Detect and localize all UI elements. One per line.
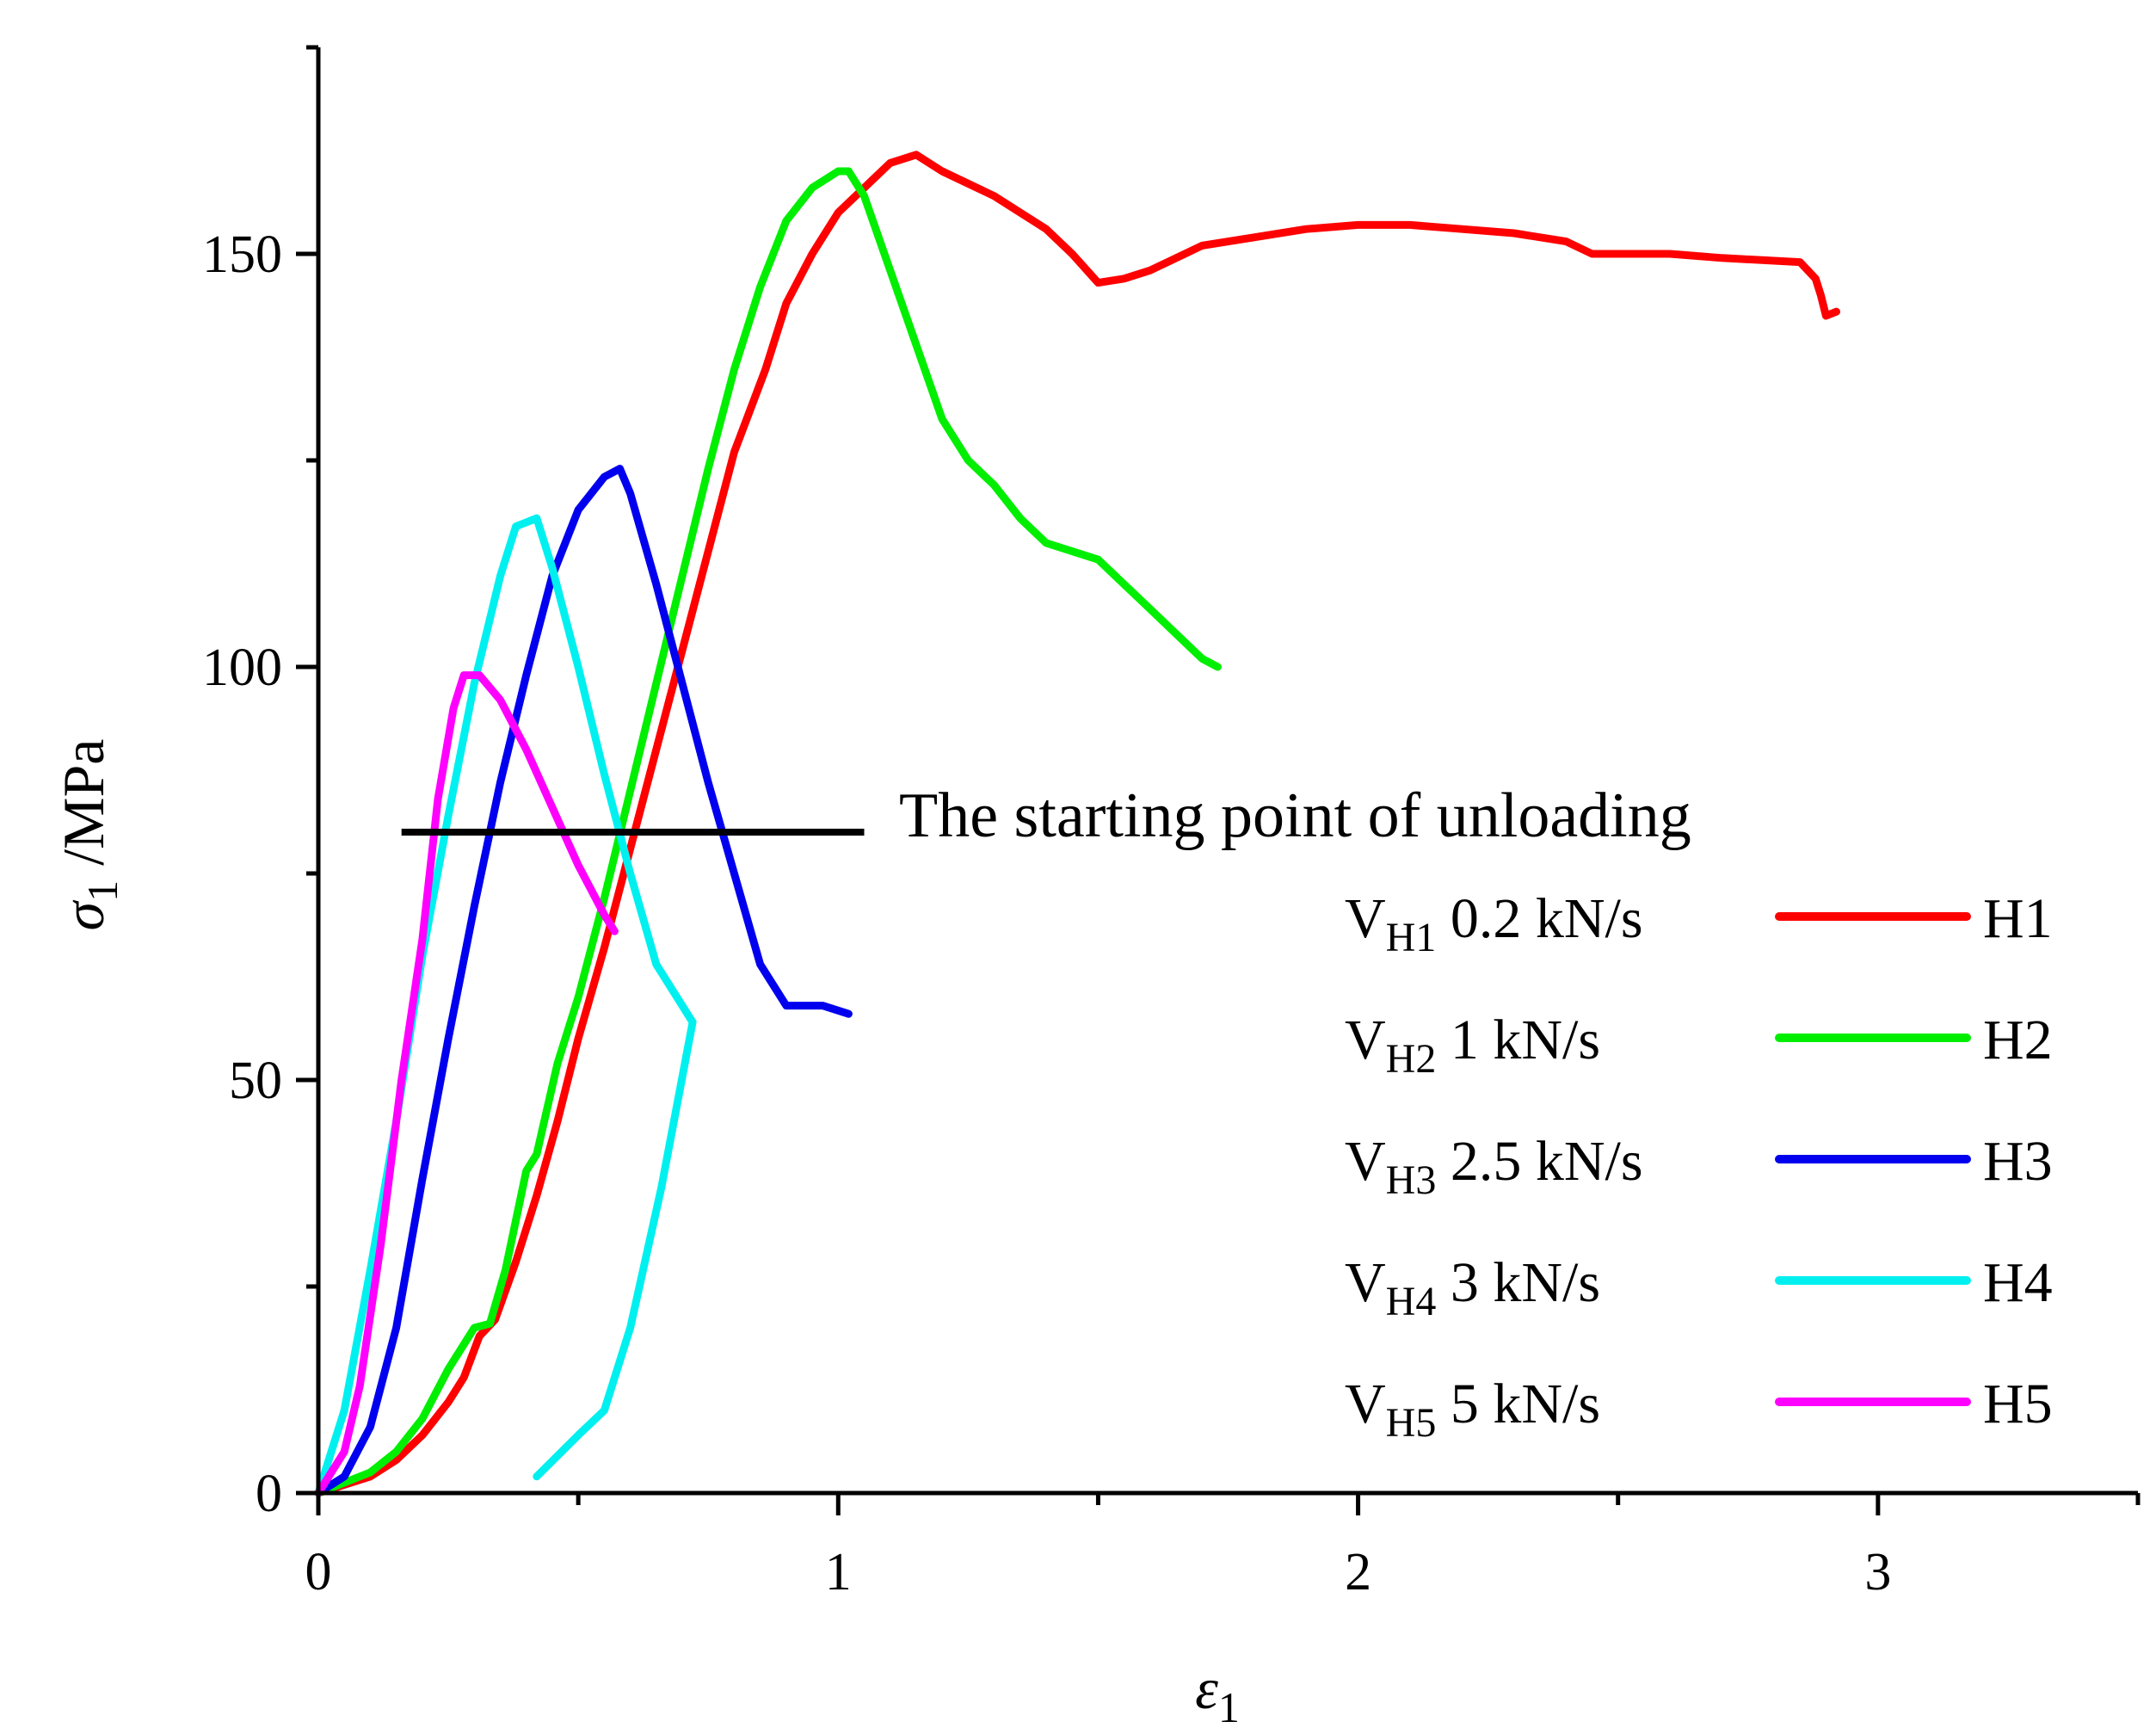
y-axis: 0 50 100 150 xyxy=(202,45,321,1523)
x-tick-label: 3 xyxy=(1864,1543,1891,1601)
y-tick-label: 50 xyxy=(229,1052,282,1110)
y-tick-label: 150 xyxy=(202,225,282,284)
x-axis-title: ε1 xyxy=(1195,1656,1240,1731)
legend-label-h2: VH2 1 kN/s xyxy=(1345,1009,1600,1082)
series-line-h2 xyxy=(314,167,1222,1497)
legend-label-h1: VH1 0.2 kN/s xyxy=(1345,887,1643,960)
series-line-h4 xyxy=(314,514,697,1497)
legend-series-name: H1 xyxy=(1983,887,2053,950)
series-line-h3 xyxy=(314,465,853,1497)
legend-label-h5: VH5 5 kN/s xyxy=(1345,1373,1600,1446)
unloading-annotation: The starting point of unloading xyxy=(401,781,1691,851)
plot-area xyxy=(314,151,1840,1497)
series-line-h5 xyxy=(314,671,619,1497)
legend-series-name: H5 xyxy=(1983,1373,2053,1435)
unloading-label: The starting point of unloading xyxy=(899,781,1691,851)
y-tick-label: 0 xyxy=(256,1465,282,1523)
legend-label-h4: VH4 3 kN/s xyxy=(1345,1251,1600,1324)
legend-series-name: H2 xyxy=(1983,1009,2053,1071)
x-tick-label: 0 xyxy=(305,1543,332,1601)
legend: VH1 0.2 kN/s H1 VH2 1 kN/s H2 VH3 2.5 kN/s H3… xyxy=(1345,887,2053,1446)
series-line-h1 xyxy=(314,151,1840,1497)
x-tick-label: 2 xyxy=(1345,1543,1371,1601)
legend-series-name: H4 xyxy=(1983,1251,2053,1314)
legend-series-name: H3 xyxy=(1983,1130,2053,1193)
x-tick-label: 1 xyxy=(825,1543,852,1601)
y-tick-label: 100 xyxy=(202,639,282,697)
y-axis-title: σ1 /MPa xyxy=(51,739,126,931)
legend-label-h3: VH3 2.5 kN/s xyxy=(1345,1130,1643,1203)
x-axis: 0 1 2 3 xyxy=(305,1490,2141,1601)
